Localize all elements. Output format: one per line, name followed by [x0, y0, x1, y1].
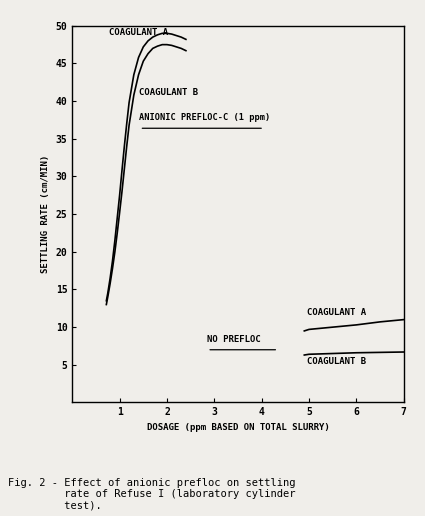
Y-axis label: SETTLING RATE (cm/MIN): SETTLING RATE (cm/MIN): [41, 155, 50, 273]
Text: COAGULANT B: COAGULANT B: [139, 88, 198, 98]
Text: COAGULANT A: COAGULANT A: [109, 28, 168, 37]
X-axis label: DOSAGE (ppm BASED ON TOTAL SLURRY): DOSAGE (ppm BASED ON TOTAL SLURRY): [147, 423, 329, 432]
Text: COAGULANT B: COAGULANT B: [307, 357, 366, 366]
Text: NO PREFLOC: NO PREFLOC: [207, 335, 261, 344]
Text: COAGULANT A: COAGULANT A: [307, 309, 366, 317]
Text: Fig. 2 - Effect of anionic prefloc on settling
         rate of Refuse I (labora: Fig. 2 - Effect of anionic prefloc on se…: [8, 478, 296, 511]
Text: ANIONIC PREFLOC-C (1 ppm): ANIONIC PREFLOC-C (1 ppm): [139, 113, 271, 122]
